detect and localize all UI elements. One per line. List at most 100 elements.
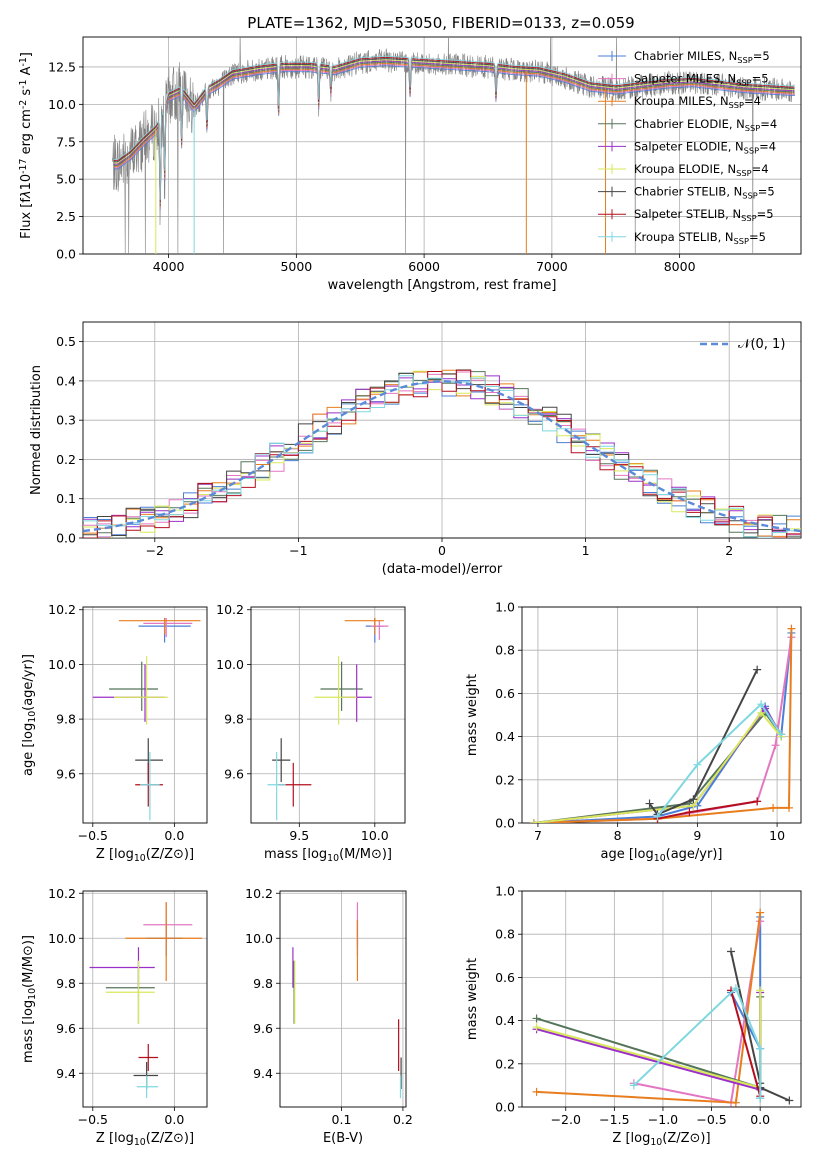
y-tick-label: 1.0 (495, 884, 515, 899)
weight-marker (532, 1014, 541, 1023)
marks (112, 37, 795, 254)
weight-line-4 (533, 711, 782, 823)
y-tick-label: 9.8 (56, 712, 76, 727)
weight-marker (532, 1087, 541, 1096)
weight-marker (693, 760, 702, 769)
y-tick-label: 7.5 (56, 134, 76, 149)
axes-frame (82, 890, 208, 1108)
y-tick-label: 0.8 (495, 927, 515, 942)
weight-marker (785, 1096, 794, 1105)
y-axis-label: Normed distribution (29, 365, 44, 495)
marks (92, 617, 201, 821)
weight-line-5 (536, 992, 762, 1092)
x-tick-label: 10 (769, 828, 785, 843)
y-tick-label: 10.2 (245, 886, 273, 901)
x-tick-label: 8 (614, 828, 622, 843)
y-tick-label: 0.2 (495, 772, 515, 787)
weight-marker (753, 797, 762, 806)
y-axis-label: mass weight (465, 958, 480, 1040)
y-tick-label: 0.0 (495, 816, 515, 831)
marks (83, 369, 801, 538)
model-spectrum-6 (113, 59, 795, 204)
plot-spectrum: 4000 5000 6000 7000 8000 0.0 2.5 5.0 7.5 10.0 12.5… (18, 36, 802, 293)
spectrum-legend: Chabrier MILES, NSSP​=5 Salpeter MILES, N… (598, 49, 777, 246)
model-spectrum-5 (113, 60, 795, 206)
x-tick-label: 7 (534, 828, 542, 843)
weight-marker (685, 808, 694, 817)
weight-line-6 (533, 711, 782, 823)
x-tick-label: −0.5 (78, 1112, 108, 1127)
weight-marker (529, 819, 538, 823)
x-axis-label: Z [log10​(Z/Z⊙)] (96, 847, 194, 864)
x-tick-label: 0.0 (164, 1112, 184, 1127)
y-tick-label: 1.0 (495, 600, 515, 615)
histogram-1 (83, 371, 801, 537)
weight-marker (689, 795, 698, 804)
legend-label: Chabrier ELODIE, NSSP​=4 (634, 117, 777, 133)
y-tick-label: 0.0 (56, 531, 76, 546)
weight-marker (757, 700, 766, 709)
weight-marker (756, 908, 765, 917)
y-tick-label: 10.0 (245, 931, 273, 946)
plot-residual_histogram: −2 −1 0 1 2 0.0 0.1 0.2 0.3 0.4 0.5 (data-model)/er… (29, 321, 802, 577)
y-tick-label: 2.5 (56, 209, 76, 224)
legend-label: Salpeter ELODIE, NSSP​=4 (634, 139, 776, 155)
weight-marker (653, 812, 662, 821)
weight-marker (645, 799, 654, 808)
legend-label: Kroupa ELODIE, NSSP​=4 (634, 162, 769, 178)
axes-frame (82, 606, 208, 824)
weight-line-9 (633, 986, 762, 1099)
weight-line-2 (533, 637, 793, 823)
y-tick-label: 0.5 (56, 334, 76, 349)
normal-reference-curve (83, 380, 801, 533)
y-tick-label: 0.0 (56, 247, 76, 262)
y-tick-label: 9.4 (56, 1066, 76, 1081)
x-tick-label: 10.0 (361, 828, 389, 843)
y-tick-label: 9.8 (253, 976, 273, 991)
y-tick-label: 0.4 (495, 729, 515, 744)
plot-area: 4000 5000 6000 7000 80000.02.55.07.510.012.5… (18, 36, 802, 1148)
weight-line-8 (730, 990, 762, 1097)
model-spectrum-7 (113, 58, 795, 203)
marks (267, 617, 389, 821)
weight-line-7 (648, 669, 759, 816)
x-tick-label: 0.1 (332, 1112, 352, 1127)
x-axis-label: Z [log10​(Z/Z⊙)] (96, 1131, 194, 1148)
y-tick-label: 9.8 (224, 712, 244, 727)
y-tick-label: 10.2 (216, 602, 244, 617)
y-axis-label: age [log10​(age/yr)] (21, 654, 38, 776)
model-spectrum-1 (113, 65, 795, 210)
weight-marker (785, 803, 794, 812)
y-tick-label: 9.6 (224, 766, 244, 781)
legend-label: Kroupa MILES, NSSP​=4 (634, 94, 761, 110)
x-tick-label: −2.0 (551, 1112, 581, 1127)
x-axis-label: (data-model)/error (382, 562, 503, 577)
model-spectrum-4 (113, 61, 795, 207)
plot-mass_weight_vs_Z: −2.0 −1.5 −1.0 −0.5 0.0 0.0 0.2 0.4 0.6 0.8 1.0 Z [… (465, 884, 802, 1148)
weight-marker (731, 984, 740, 993)
weight-marker (769, 803, 778, 812)
y-tick-label: 9.6 (56, 766, 76, 781)
y-tick-label: 10.2 (48, 886, 76, 901)
weight-line-4 (536, 996, 762, 1089)
observed-spectrum (112, 37, 795, 254)
x-tick-label: 0.0 (750, 1112, 770, 1127)
x-tick-label: 6000 (408, 259, 440, 274)
axes-frame (521, 606, 802, 824)
x-tick-label: −1 (289, 543, 307, 558)
y-tick-label: 0.3 (56, 413, 76, 428)
x-tick-label: 7000 (536, 259, 568, 274)
x-axis-label: age [log10​(age/yr)] (601, 847, 723, 864)
y-tick-label: 0.2 (56, 452, 76, 467)
legend-label: Salpeter MILES, NSSP​=5 (634, 72, 769, 88)
x-tick-label: −1.5 (599, 1112, 629, 1127)
marks (532, 908, 794, 1107)
y-tick-label: 0.2 (495, 1056, 515, 1071)
weight-marker (532, 1023, 541, 1032)
y-tick-label: 0.4 (56, 373, 76, 388)
x-axis-label: mass [log10​(M/M⊙)] (264, 847, 392, 864)
y-tick-label: 10.2 (48, 602, 76, 617)
axes-frame (82, 321, 802, 539)
y-tick-label: 0.1 (56, 491, 76, 506)
